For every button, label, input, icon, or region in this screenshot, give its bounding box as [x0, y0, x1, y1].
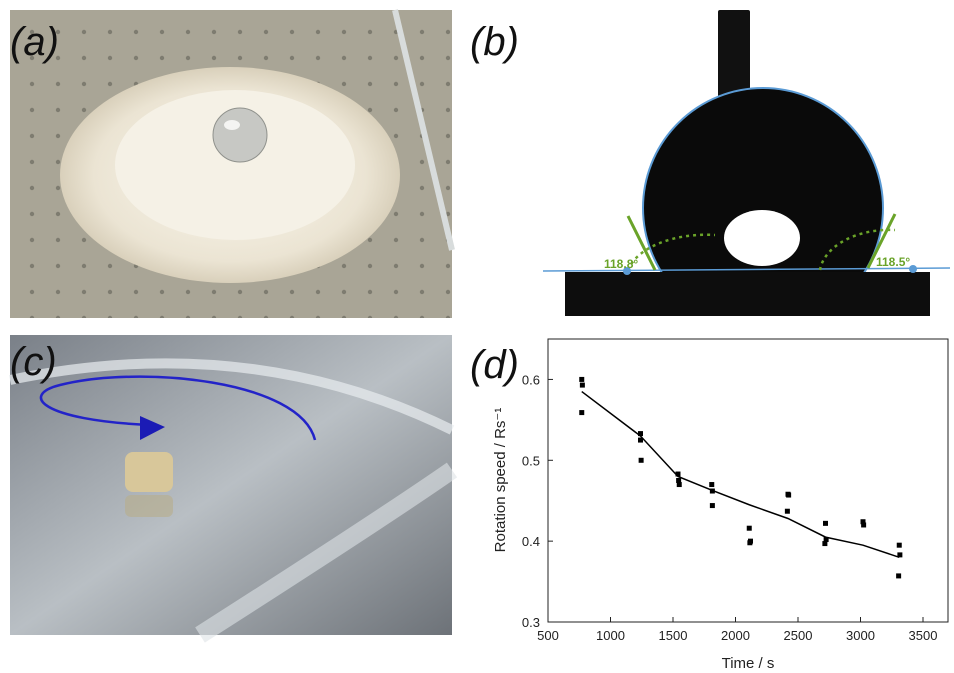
x-tick-label: 1500: [659, 628, 688, 643]
data-point: [897, 543, 902, 548]
photo-a: [10, 10, 452, 318]
data-point: [677, 482, 682, 487]
data-point: [710, 489, 715, 494]
data-point: [580, 383, 585, 388]
x-tick-label: 500: [537, 628, 559, 643]
data-point: [747, 526, 752, 531]
data-point: [579, 410, 584, 415]
data-point: [579, 377, 584, 382]
data-point: [786, 493, 791, 498]
data-point: [676, 472, 681, 477]
figure: 118.8° 118.5° (a) (b) (c) (d) Time / s R…: [0, 0, 954, 673]
panel-label: (a): [10, 20, 59, 64]
y-axis-label: Rotation speed / Rs⁻¹: [492, 408, 509, 553]
panel-label: (b): [470, 20, 519, 64]
plot-frame: [548, 339, 948, 622]
angle-label: 118.5°: [876, 255, 910, 269]
y-tick-label: 0.3: [522, 615, 540, 630]
data-point: [896, 573, 901, 578]
angle-label: 118.8°: [604, 257, 638, 271]
data-point: [785, 509, 790, 514]
data-point: [709, 482, 714, 487]
data-point: [747, 540, 752, 545]
x-tick-label: 2500: [784, 628, 813, 643]
fit-line: [582, 392, 900, 558]
panel-label: (d): [470, 343, 519, 387]
data-point: [638, 438, 643, 443]
panel-label: (c): [10, 340, 57, 384]
x-tick-label: 1000: [596, 628, 625, 643]
x-tick-label: 2000: [721, 628, 750, 643]
x-tick-label: 3500: [909, 628, 938, 643]
y-tick-label: 0.5: [522, 453, 540, 468]
photo-b: 118.8° 118.5°: [543, 10, 950, 328]
data-point: [638, 431, 643, 436]
photo-c: [10, 335, 452, 635]
x-axis-label: Time / s: [722, 655, 775, 672]
data-point: [897, 552, 902, 557]
data-point: [822, 541, 827, 546]
data-point: [861, 522, 866, 527]
data-point: [639, 458, 644, 463]
y-tick-label: 0.4: [522, 534, 540, 549]
x-tick-label: 3000: [846, 628, 875, 643]
data-point: [823, 521, 828, 526]
y-tick-label: 0.6: [522, 372, 540, 387]
data-point: [710, 503, 715, 508]
